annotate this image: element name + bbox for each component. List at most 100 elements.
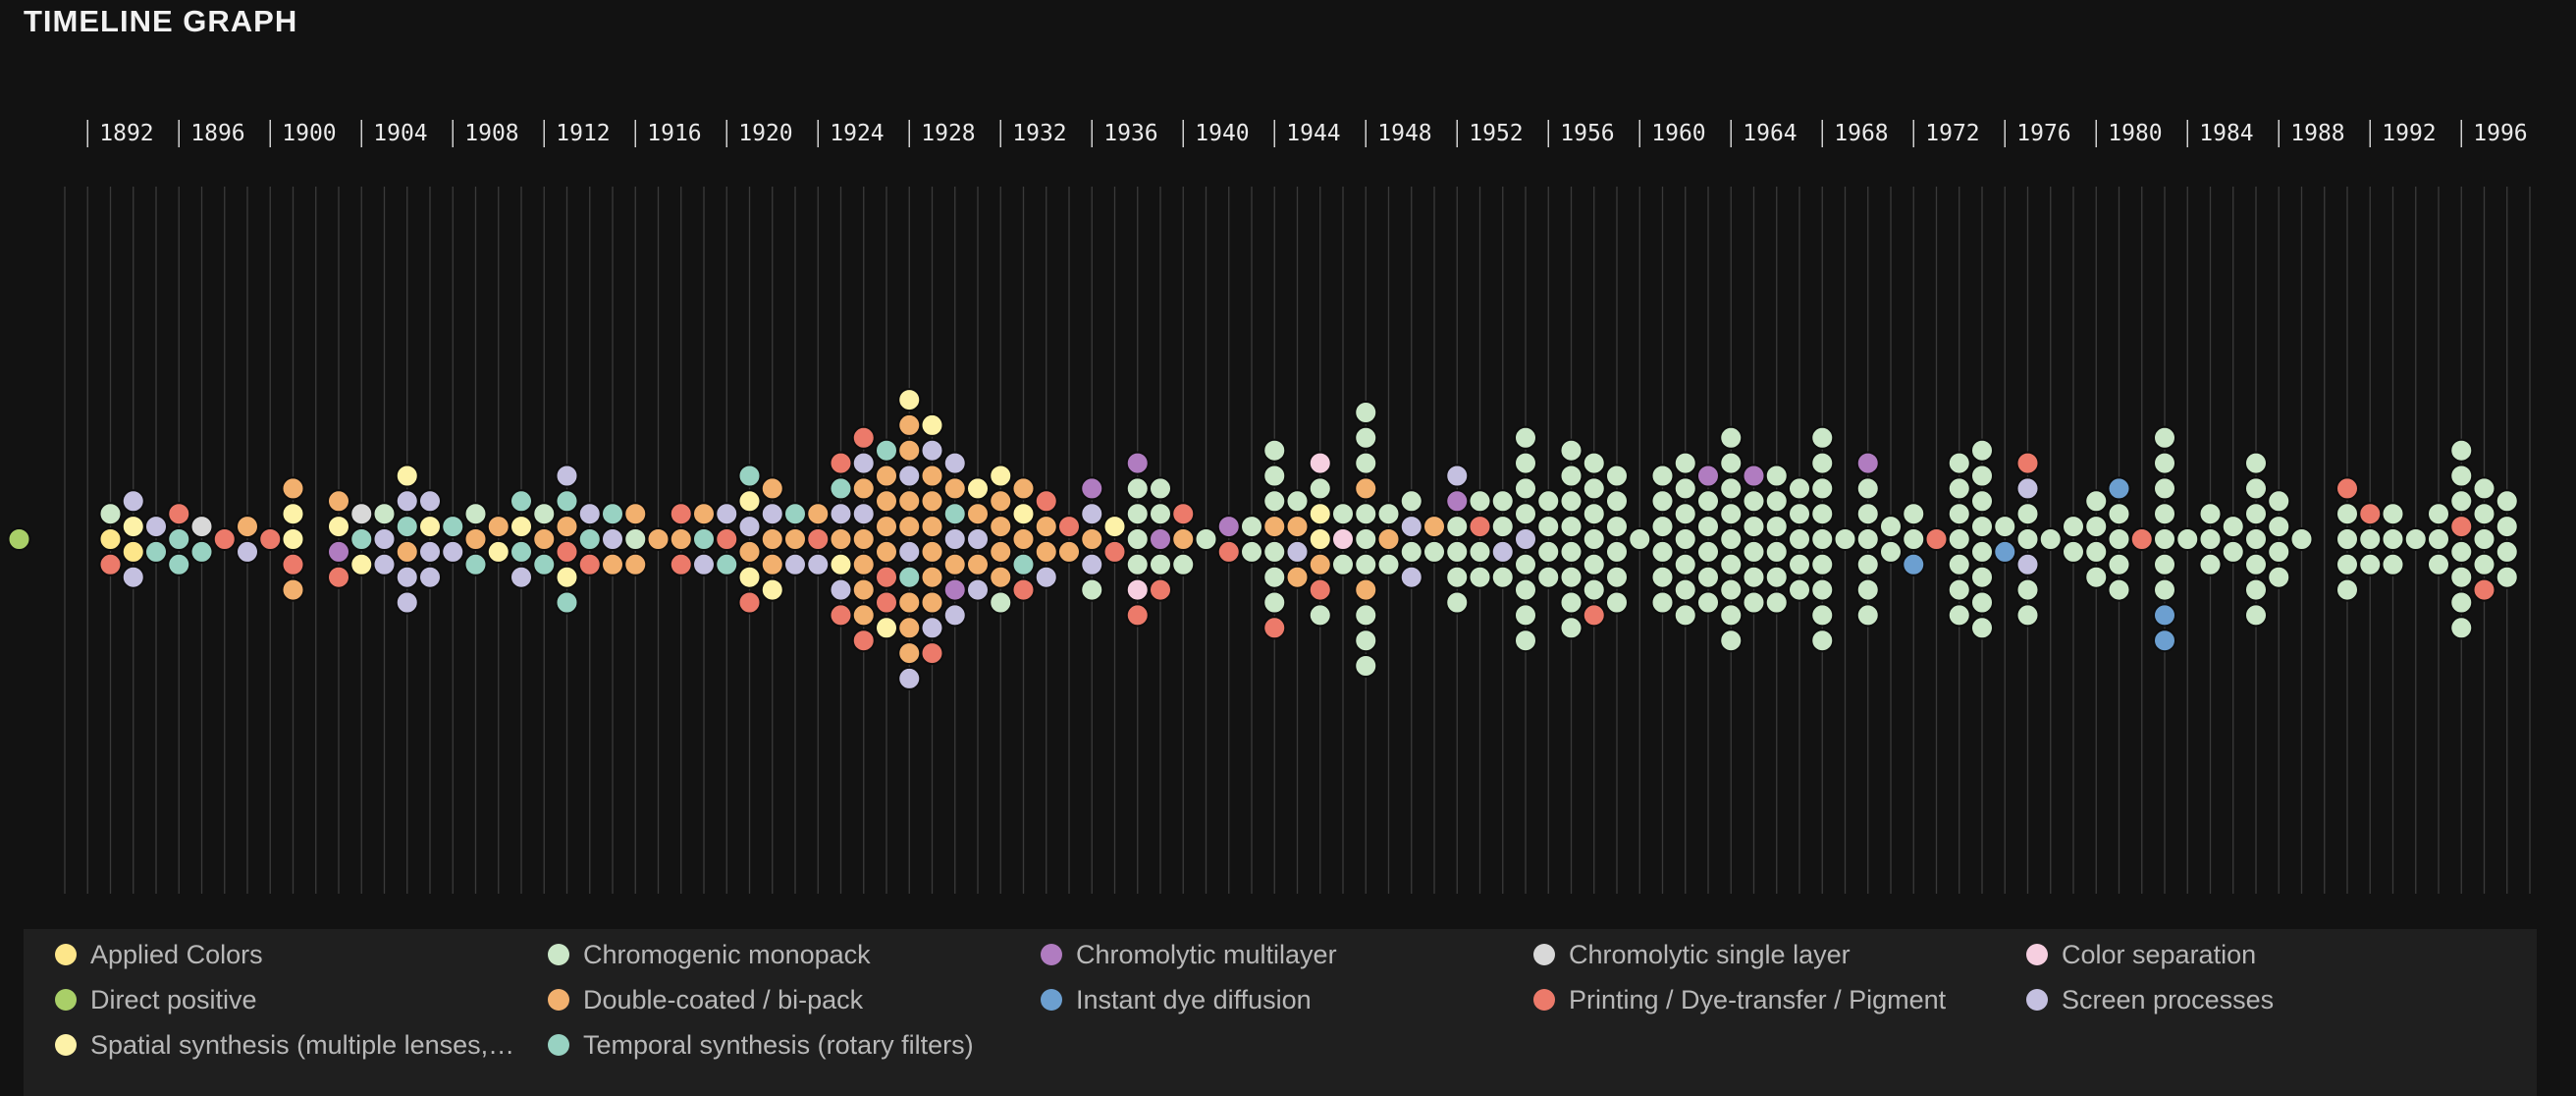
data-point-chromogenic[interactable]: [1490, 565, 1515, 589]
data-point-chromogenic[interactable]: [1970, 464, 1994, 488]
data-point-doublecoated[interactable]: [783, 527, 807, 551]
data-point-chromogenic[interactable]: [2267, 489, 2291, 514]
data-point-chromogenic[interactable]: [2472, 476, 2496, 501]
data-point-doublecoated[interactable]: [1034, 539, 1058, 564]
data-point-chromogenic[interactable]: [1376, 552, 1401, 576]
data-point-chromogenic[interactable]: [2267, 565, 2291, 589]
data-point-chromogenic[interactable]: [1080, 577, 1104, 602]
data-point-chromogenic[interactable]: [2221, 539, 2245, 564]
data-point-chromogenic[interactable]: [2244, 502, 2268, 526]
data-point-chromogenic[interactable]: [1673, 577, 1697, 602]
data-point-chromogenic[interactable]: [2153, 552, 2176, 576]
data-point-applied[interactable]: [98, 527, 123, 551]
data-point-chromogenic[interactable]: [1582, 552, 1606, 576]
legend-item-temporal[interactable]: Temporal synthesis (rotary filters): [548, 1025, 1021, 1065]
data-point-doublecoated[interactable]: [623, 552, 648, 576]
data-point-chromogenic[interactable]: [1947, 603, 1971, 628]
data-point-chromogenic[interactable]: [2153, 451, 2176, 475]
data-point-doublecoated[interactable]: [897, 489, 922, 514]
data-point-chromogenic[interactable]: [1262, 464, 1287, 488]
data-point-screen[interactable]: [1399, 515, 1423, 539]
data-point-doublecoated[interactable]: [989, 565, 1013, 589]
data-point-chromogenic[interactable]: [1810, 577, 1835, 602]
data-point-chromogenic[interactable]: [1810, 629, 1835, 653]
data-point-chromogenic[interactable]: [1605, 590, 1629, 615]
data-point-chromogenic[interactable]: [1673, 476, 1697, 501]
data-point-chromogenic[interactable]: [1262, 565, 1287, 589]
data-point-chromogenic[interactable]: [1468, 565, 1492, 589]
data-point-chromogenic[interactable]: [2153, 476, 2176, 501]
data-point-doublecoated[interactable]: [897, 412, 922, 437]
data-point-chromogenic[interactable]: [1947, 502, 1971, 526]
data-point-screen[interactable]: [555, 464, 579, 488]
data-point-doublecoated[interactable]: [463, 527, 488, 551]
data-point-chromogenic[interactable]: [1788, 476, 1811, 501]
data-point-chromogenic[interactable]: [2015, 502, 2040, 526]
data-point-screen[interactable]: [395, 489, 419, 514]
data-point-chromogenic[interactable]: [2244, 476, 2268, 501]
data-point-chromogenic[interactable]: [1171, 552, 1196, 576]
data-point-chromogenic[interactable]: [1742, 489, 1766, 514]
data-point-spatial[interactable]: [737, 489, 762, 514]
data-point-chromogenic[interactable]: [1125, 476, 1150, 501]
data-point-doublecoated[interactable]: [760, 527, 784, 551]
data-point-doublecoated[interactable]: [875, 489, 898, 514]
data-point-chromogenic[interactable]: [2335, 552, 2359, 576]
data-point-chromogenic[interactable]: [2403, 527, 2428, 551]
data-point-doublecoated[interactable]: [851, 527, 876, 551]
data-point-doublecoated[interactable]: [395, 539, 419, 564]
data-point-chromogenic[interactable]: [1764, 590, 1789, 615]
data-point-temporal[interactable]: [715, 552, 739, 576]
data-point-chromogenic[interactable]: [2449, 539, 2474, 564]
data-point-temporal[interactable]: [167, 527, 191, 551]
data-point-doublecoated[interactable]: [851, 552, 876, 576]
data-point-chromogenic[interactable]: [2084, 539, 2109, 564]
legend-item-direct[interactable]: Direct positive: [55, 980, 528, 1019]
data-point-chromolytic_multi[interactable]: [1149, 527, 1172, 551]
data-point-chromogenic[interactable]: [2153, 425, 2176, 450]
data-point-chromogenic[interactable]: [1764, 515, 1789, 539]
data-point-printing[interactable]: [1308, 577, 1332, 602]
data-point-spatial[interactable]: [897, 388, 922, 412]
data-point-temporal[interactable]: [441, 515, 465, 539]
data-point-doublecoated[interactable]: [851, 476, 876, 501]
data-point-chromogenic[interactable]: [1285, 489, 1310, 514]
data-point-temporal[interactable]: [1011, 552, 1036, 576]
data-point-chromogenic[interactable]: [1719, 502, 1744, 526]
data-point-chromogenic[interactable]: [1514, 552, 1537, 576]
data-point-spatial[interactable]: [349, 552, 374, 576]
data-point-temporal[interactable]: [510, 539, 533, 564]
data-point-chromogenic[interactable]: [1445, 539, 1470, 564]
data-point-screen[interactable]: [1399, 565, 1423, 589]
data-point-chromogenic[interactable]: [2107, 552, 2131, 576]
data-point-chromogenic[interactable]: [1514, 502, 1537, 526]
data-point-doublecoated[interactable]: [692, 502, 716, 526]
data-point-printing[interactable]: [1924, 527, 1949, 551]
data-point-chromogenic[interactable]: [1650, 464, 1675, 488]
legend-item-doublecoated[interactable]: Double-coated / bi-pack: [548, 980, 1021, 1019]
data-point-chromogenic[interactable]: [1719, 552, 1744, 576]
data-point-chromogenic[interactable]: [1605, 565, 1629, 589]
data-point-chromogenic[interactable]: [1650, 590, 1675, 615]
data-point-chromogenic[interactable]: [2381, 527, 2405, 551]
data-point-chromogenic[interactable]: [2495, 565, 2519, 589]
data-point-chromogenic[interactable]: [1764, 464, 1789, 488]
data-point-printing[interactable]: [327, 565, 350, 589]
data-point-screen[interactable]: [897, 666, 922, 690]
data-point-chromogenic[interactable]: [1742, 565, 1766, 589]
data-point-chromogenic[interactable]: [1902, 502, 1926, 526]
data-point-chromogenic[interactable]: [2495, 515, 2519, 539]
data-point-printing[interactable]: [98, 552, 123, 576]
data-point-doublecoated[interactable]: [989, 489, 1013, 514]
data-point-doublecoated[interactable]: [669, 527, 693, 551]
data-point-chromogenic[interactable]: [1719, 451, 1744, 475]
data-point-chromogenic[interactable]: [1788, 577, 1811, 602]
data-point-printing[interactable]: [829, 603, 853, 628]
data-point-doublecoated[interactable]: [1422, 515, 1446, 539]
data-point-chromogenic[interactable]: [463, 502, 488, 526]
data-point-chromogenic[interactable]: [1810, 527, 1835, 551]
data-point-chromogenic[interactable]: [1354, 629, 1378, 653]
data-point-doublecoated[interactable]: [897, 590, 922, 615]
data-point-printing[interactable]: [920, 641, 944, 666]
data-point-chromogenic[interactable]: [1559, 590, 1583, 615]
